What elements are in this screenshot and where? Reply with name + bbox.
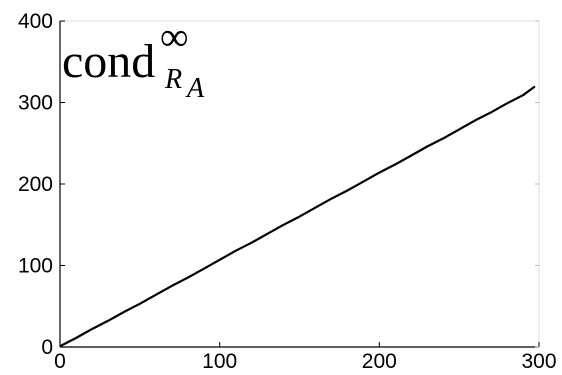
annotation-base: cond [62,35,155,88]
y-tick-label: 300 [18,92,53,115]
y-tick-label: 100 [18,255,53,278]
series-line-0 [60,85,536,347]
y-tick-label: 0 [41,336,53,359]
axis-ticks: 0 100 200 300 0 100 200 300 400 [18,10,557,373]
series-layer [60,85,536,347]
annotation-sub-subscript: A [185,73,205,104]
x-tick-label: 200 [362,350,397,373]
plot-frame [59,20,540,348]
y-tick-label: 400 [18,10,53,33]
x-tick-label: 0 [54,350,66,373]
y-tick-label: 200 [18,173,53,196]
x-tick-label: 100 [202,350,237,373]
annotation-subscript: R [164,64,182,95]
chart-annotation: cond ∞ R A [62,14,205,104]
annotation-superscript: ∞ [160,14,189,59]
x-tick-label: 300 [521,350,556,373]
